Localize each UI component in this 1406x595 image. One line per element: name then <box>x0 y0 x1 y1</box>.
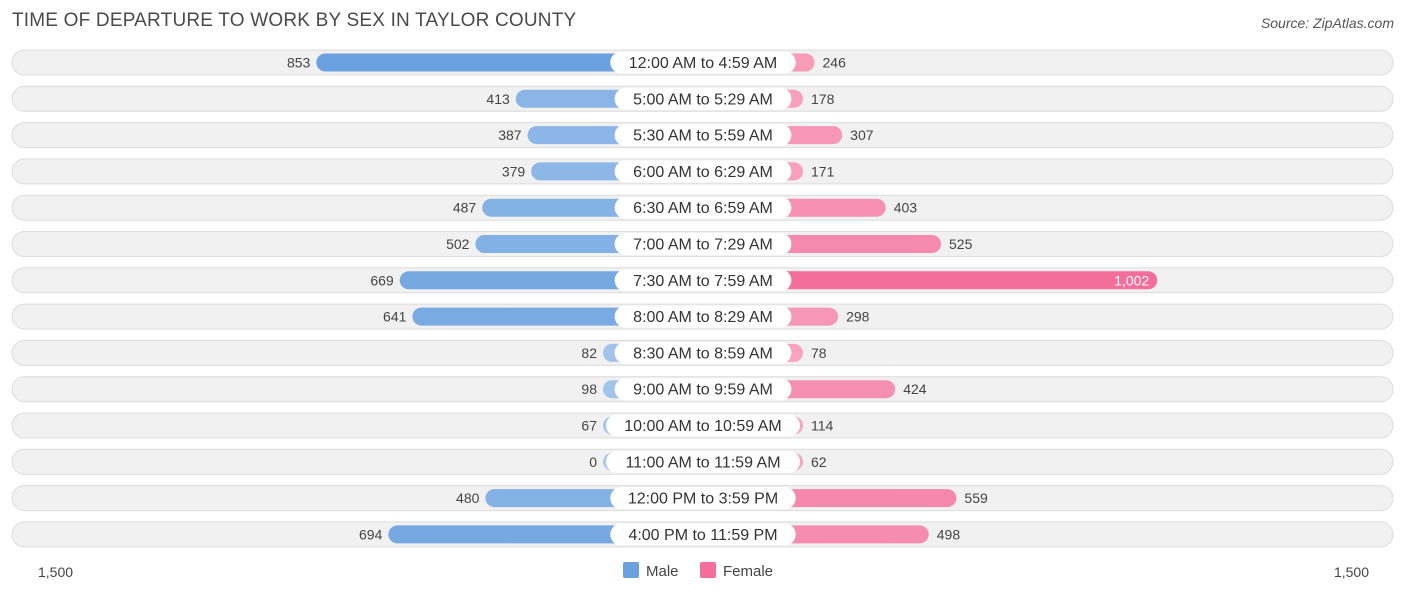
female-value-label: 114 <box>811 418 834 434</box>
female-value-label: 178 <box>811 91 835 107</box>
female-value-label: 525 <box>949 236 973 252</box>
category-label: 12:00 AM to 4:59 AM <box>629 55 778 72</box>
category-label-pill <box>614 341 792 364</box>
female-value-label: 62 <box>811 454 827 470</box>
category-label: 4:00 PM to 11:59 PM <box>628 527 777 544</box>
male-value-label: 413 <box>486 91 510 107</box>
female-value-label: 307 <box>850 127 874 143</box>
chart-title: TIME OF DEPARTURE TO WORK BY SEX IN TAYL… <box>12 10 577 31</box>
category-label-pill <box>606 414 800 437</box>
male-value-label: 694 <box>359 526 383 542</box>
category-label-pill <box>614 87 792 110</box>
male-value-label: 379 <box>502 163 526 179</box>
category-label-pill <box>610 487 796 510</box>
male-value-label: 0 <box>589 454 597 470</box>
female-value-label: 498 <box>937 526 961 542</box>
category-label-pill <box>614 160 792 183</box>
legend-male-label: Male <box>646 563 679 580</box>
male-value-label: 502 <box>446 236 470 252</box>
legend-female-label: Female <box>723 563 773 580</box>
category-label-pill <box>606 450 800 473</box>
category-label-pill <box>614 233 792 255</box>
male-value-label: 82 <box>581 345 597 361</box>
male-value-label: 853 <box>287 55 311 71</box>
category-label-pill <box>610 523 796 546</box>
female-value-label: 171 <box>811 163 835 179</box>
legend-male-swatch <box>623 562 639 578</box>
male-value-label: 641 <box>383 309 407 325</box>
category-label: 8:00 AM to 8:29 AM <box>633 309 773 326</box>
female-value-label: 298 <box>846 309 870 325</box>
category-label: 6:00 AM to 6:29 AM <box>633 164 773 181</box>
male-value-label: 98 <box>581 381 597 397</box>
category-label: 12:00 PM to 3:59 PM <box>628 491 778 508</box>
category-label: 7:00 AM to 7:29 AM <box>633 237 773 254</box>
male-value-label: 67 <box>581 418 597 434</box>
category-label: 6:30 AM to 6:59 AM <box>633 200 773 217</box>
category-label-pill <box>614 196 792 219</box>
category-label-pill <box>614 269 792 292</box>
category-label-pill <box>614 378 792 401</box>
source-note: Source: ZipAtlas.com <box>1260 15 1394 31</box>
female-bar <box>703 271 1158 290</box>
legend-female-swatch <box>700 562 716 578</box>
category-label-pill <box>610 51 796 74</box>
category-label: 5:30 AM to 5:59 AM <box>633 128 773 145</box>
category-label: 9:00 AM to 9:59 AM <box>633 382 773 399</box>
female-value-label: 424 <box>903 381 927 397</box>
axis-left-label: 1,500 <box>38 564 73 580</box>
male-value-label: 480 <box>456 490 480 506</box>
female-value-label: 559 <box>964 490 988 506</box>
category-label-pill <box>614 124 792 147</box>
female-value-label: 1,002 <box>1114 272 1149 288</box>
category-label: 5:00 AM to 5:29 AM <box>633 91 773 108</box>
category-label-pill <box>614 305 792 328</box>
category-label: 11:00 AM to 11:59 AM <box>625 454 780 471</box>
female-value-label: 403 <box>894 200 918 216</box>
category-label: 7:30 AM to 7:59 AM <box>633 273 773 290</box>
male-bar <box>316 53 703 72</box>
axis-right-label: 1,500 <box>1334 564 1369 580</box>
category-label: 8:30 AM to 8:59 AM <box>633 345 773 362</box>
category-label: 10:00 AM to 10:59 AM <box>624 418 781 435</box>
male-value-label: 387 <box>498 127 522 143</box>
female-value-label: 246 <box>823 55 847 71</box>
male-value-label: 669 <box>370 272 394 288</box>
female-value-label: 78 <box>811 345 827 361</box>
male-value-label: 487 <box>453 200 477 216</box>
